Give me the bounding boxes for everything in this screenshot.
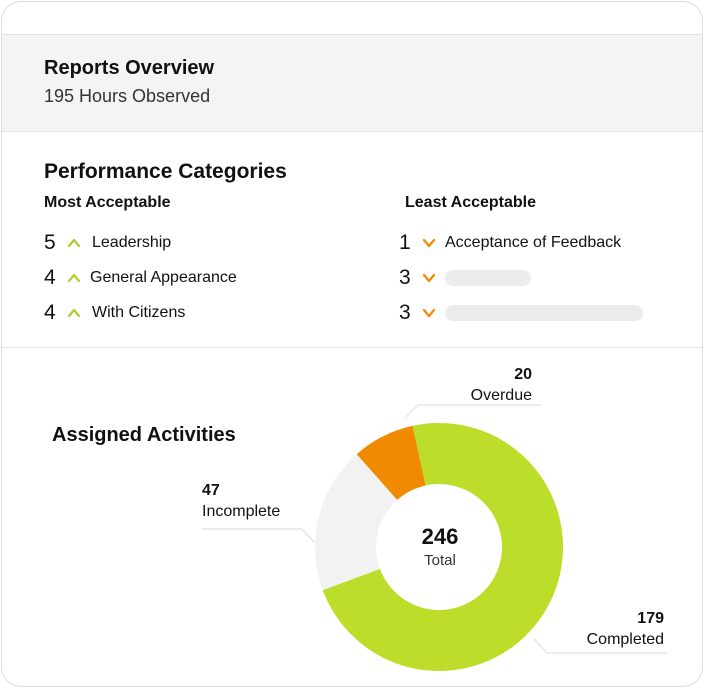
performance-title: Performance Categories <box>44 160 287 183</box>
chevron-down-icon <box>422 238 436 248</box>
most-label: Leadership <box>92 234 172 251</box>
least-score: 3 <box>399 266 411 289</box>
completed-segment <box>322 423 563 671</box>
page-title: Reports Overview <box>44 57 215 79</box>
incomplete-name: Incomplete <box>202 503 281 520</box>
chevron-up-icon <box>67 238 81 248</box>
total-value: 246 <box>421 524 459 549</box>
incomplete-segment <box>315 454 398 591</box>
overdue-label: 20 Overdue <box>442 364 532 406</box>
incomplete-leader-line <box>202 528 315 543</box>
overdue-value: 20 <box>514 366 532 383</box>
most-score: 5 <box>44 231 56 254</box>
section-divider <box>2 347 702 348</box>
chevron-up-icon <box>67 273 81 283</box>
incomplete-label: 47 Incomplete <box>202 480 280 522</box>
overdue-leader-line <box>404 404 542 419</box>
completed-value: 179 <box>637 610 664 627</box>
least-score: 3 <box>399 301 411 324</box>
completed-name: Completed <box>586 631 664 648</box>
incomplete-value: 47 <box>202 482 220 499</box>
activities-title: Assigned Activities <box>52 424 236 446</box>
overdue-name: Overdue <box>470 387 532 404</box>
total-label: Total <box>424 552 456 569</box>
most-row-with-citizens: 4 With Citizens <box>44 298 185 328</box>
chevron-up-icon <box>67 308 81 318</box>
most-row-general-appearance: 4 General Appearance <box>44 263 237 293</box>
most-acceptable-title: Most Acceptable <box>44 194 171 211</box>
completed-leader-line <box>533 638 667 654</box>
chevron-down-icon <box>422 308 436 318</box>
most-label: With Citizens <box>92 304 186 321</box>
completed-label: 179 Completed <box>564 608 664 650</box>
reports-header: Reports Overview 195 Hours Observed <box>2 34 702 132</box>
loading-placeholder-bar <box>445 305 643 321</box>
most-score: 4 <box>44 301 56 324</box>
most-label: General Appearance <box>90 269 237 286</box>
most-score: 4 <box>44 266 56 289</box>
loading-placeholder-bar <box>445 270 531 286</box>
most-row-leadership: 5 Leadership <box>44 228 171 258</box>
least-row-placeholder: 3 <box>399 263 531 293</box>
chevron-down-icon <box>422 273 436 283</box>
least-score: 1 <box>399 231 411 254</box>
least-row-placeholder: 3 <box>399 298 643 328</box>
least-acceptable-title: Least Acceptable <box>405 194 537 211</box>
least-row-acceptance-of-feedback: 1 Acceptance of Feedback <box>399 228 621 258</box>
hours-observed: 195 Hours Observed <box>44 86 211 106</box>
least-label: Acceptance of Feedback <box>445 234 622 251</box>
overdue-segment <box>356 425 426 500</box>
